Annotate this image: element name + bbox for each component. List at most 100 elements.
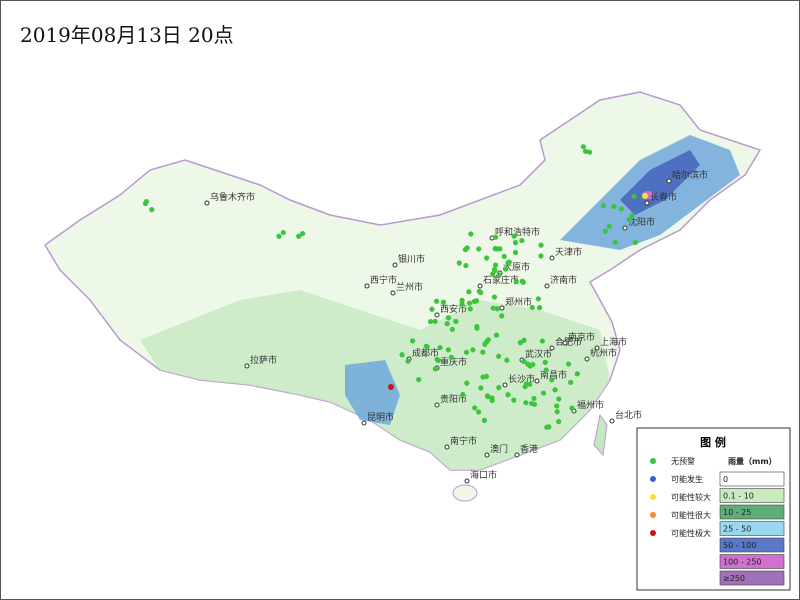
station-dot bbox=[554, 409, 560, 415]
station-dot bbox=[511, 233, 517, 239]
station-dot bbox=[143, 198, 150, 205]
station-dot bbox=[521, 358, 527, 365]
station-dot bbox=[444, 321, 450, 327]
station-dot bbox=[476, 246, 482, 252]
station-dot bbox=[499, 313, 505, 319]
city-label: 长春市 bbox=[650, 191, 677, 203]
station-dot bbox=[529, 304, 535, 311]
station-dot bbox=[416, 377, 422, 383]
city-label: 南京市 bbox=[568, 331, 595, 343]
station-dot bbox=[523, 400, 529, 406]
legend-label: 可能发生 bbox=[671, 474, 703, 484]
city-marker bbox=[477, 283, 483, 289]
station-dot bbox=[466, 300, 473, 306]
city-marker bbox=[594, 345, 600, 351]
rain-storm-area bbox=[620, 150, 700, 215]
city-label: 台北市 bbox=[615, 409, 642, 421]
rain-heavy-area bbox=[345, 360, 400, 425]
city-marker bbox=[444, 444, 450, 450]
station-dots bbox=[142, 144, 648, 430]
station-dot bbox=[468, 231, 474, 237]
station-dot bbox=[435, 357, 441, 364]
station-dot bbox=[506, 259, 512, 265]
city-marker bbox=[392, 262, 398, 268]
station-dot bbox=[600, 202, 607, 209]
station-dot bbox=[543, 367, 549, 373]
city-marker bbox=[584, 356, 590, 362]
legend-dot bbox=[650, 494, 656, 500]
station-dot bbox=[484, 393, 491, 399]
city-label: 福州市 bbox=[577, 399, 604, 411]
station-dot bbox=[481, 417, 488, 423]
city-label: 石家庄市 bbox=[483, 274, 519, 286]
station-dot bbox=[582, 148, 589, 154]
station-dot bbox=[528, 400, 535, 407]
station-dot bbox=[494, 306, 501, 312]
station-dot bbox=[296, 233, 302, 239]
city-label: 南宁市 bbox=[450, 435, 477, 447]
station-dot bbox=[549, 377, 555, 383]
rain-heading: 雨量（mm） bbox=[728, 456, 777, 466]
city-label: 成都市 bbox=[412, 347, 439, 359]
station-dot bbox=[489, 397, 495, 404]
station-dot bbox=[472, 405, 478, 411]
legend-range: 0 bbox=[723, 475, 728, 484]
station-dot bbox=[463, 349, 470, 355]
station-dot bbox=[519, 237, 525, 244]
city-marker bbox=[244, 363, 250, 369]
station-dot bbox=[445, 315, 452, 321]
legend-label: 可能性极大 bbox=[671, 528, 711, 538]
city-label: 银川市 bbox=[398, 253, 425, 265]
station-dot bbox=[471, 298, 477, 305]
city-label: 济南市 bbox=[550, 274, 577, 286]
station-dot bbox=[502, 266, 509, 272]
city-marker bbox=[549, 345, 555, 351]
city-marker bbox=[364, 283, 370, 289]
station-dot bbox=[629, 213, 635, 219]
legend-swatch bbox=[719, 488, 785, 503]
city-label: 长沙市 bbox=[508, 373, 535, 385]
station-dot bbox=[527, 363, 533, 369]
station-dot bbox=[521, 337, 527, 343]
legend-swatch bbox=[719, 537, 785, 553]
station-dot bbox=[432, 366, 438, 372]
station-dot bbox=[531, 395, 537, 402]
station-dot bbox=[552, 387, 558, 393]
station-dot bbox=[493, 332, 500, 338]
station-dot bbox=[432, 318, 438, 324]
station-dot bbox=[512, 240, 519, 246]
hainan-outline bbox=[452, 484, 478, 502]
city-label: 贵阳市 bbox=[440, 393, 467, 405]
station-dot bbox=[626, 217, 632, 223]
city-label: 香港 bbox=[520, 443, 538, 455]
city-label: 拉萨市 bbox=[250, 354, 277, 366]
station-dot bbox=[476, 288, 482, 294]
city-label: 昆明市 bbox=[367, 411, 394, 423]
station-dot bbox=[612, 239, 618, 245]
city-marker bbox=[390, 290, 396, 296]
station-dot bbox=[409, 338, 416, 344]
station-dot bbox=[459, 301, 465, 307]
legend-range: 50 - 100 bbox=[723, 541, 756, 550]
legend-range: 25 - 50 bbox=[723, 525, 751, 534]
legend-label: 可能性较大 bbox=[671, 492, 711, 502]
city-marker bbox=[622, 225, 628, 231]
station-dot bbox=[484, 255, 490, 261]
station-dot bbox=[523, 381, 530, 387]
station-dot bbox=[569, 405, 575, 411]
station-dot bbox=[476, 409, 482, 415]
station-dot bbox=[427, 318, 434, 325]
station-dot bbox=[494, 246, 500, 252]
station-dot bbox=[496, 272, 502, 278]
city-label: 西宁市 bbox=[370, 274, 397, 286]
city-label: 哈尔滨市 bbox=[672, 169, 708, 181]
station-dot bbox=[485, 337, 491, 343]
station-dot bbox=[606, 223, 612, 229]
station-dot bbox=[480, 349, 486, 355]
station-dot bbox=[517, 340, 523, 346]
city-marker bbox=[644, 200, 650, 206]
station-dot bbox=[460, 391, 466, 398]
city-label: 重庆市 bbox=[440, 356, 467, 368]
station-dot bbox=[556, 396, 562, 402]
